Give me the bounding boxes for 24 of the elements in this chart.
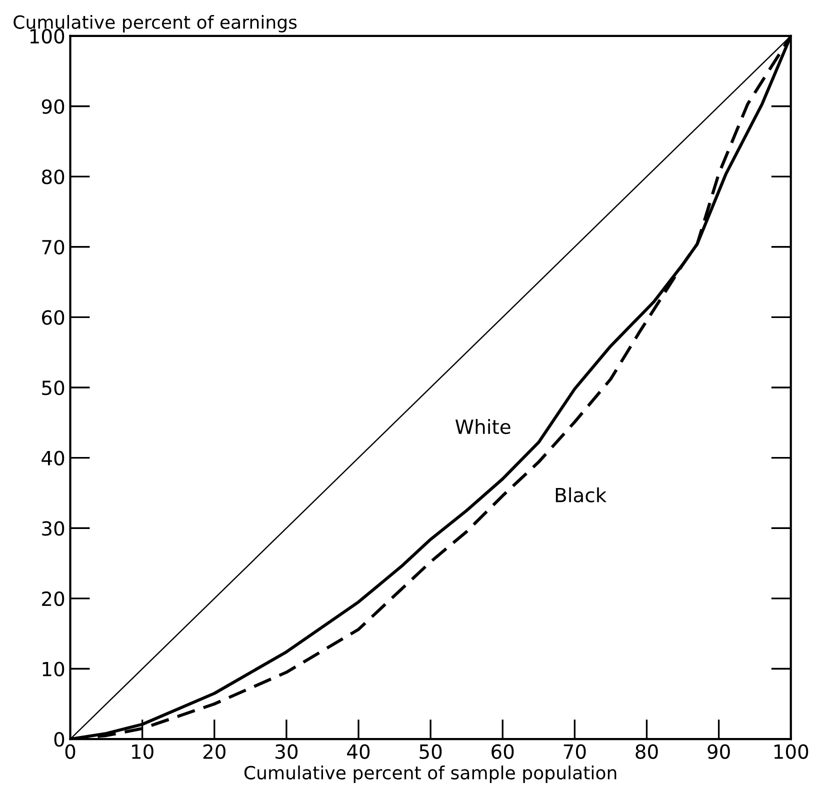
x-tick-label: 0 — [65, 744, 76, 759]
y-tick-label: 20 — [42, 591, 64, 606]
y-tick-label: 80 — [42, 170, 64, 184]
y-tick-label: 70 — [42, 240, 64, 255]
x-tick-label: 100 — [774, 744, 808, 759]
x-tick-label: 50 — [420, 744, 442, 759]
x-tick-label: 40 — [347, 744, 370, 759]
y-tick-label: 30 — [42, 521, 64, 536]
x-axis-title: Cumulative percent of sample population — [244, 766, 616, 784]
x-tick-label: 10 — [132, 744, 154, 759]
series-label: White — [455, 419, 510, 434]
y-tick-label: 0 — [54, 732, 64, 747]
series-label: Black — [556, 487, 607, 502]
x-tick-label: 60 — [492, 744, 514, 759]
x-tick-label: 20 — [203, 744, 226, 759]
y-tick-label: 50 — [42, 380, 64, 396]
y-tick-label: 90 — [42, 99, 64, 114]
x-tick-label: 30 — [276, 744, 298, 759]
x-tick-label: 80 — [636, 744, 658, 759]
x-tick-label: 70 — [564, 744, 586, 759]
x-tick-label: 90 — [708, 744, 730, 759]
y-tick-label: 10 — [42, 662, 64, 676]
y-tick-label: 60 — [42, 310, 64, 325]
y-tick-label: 40 — [42, 450, 64, 466]
